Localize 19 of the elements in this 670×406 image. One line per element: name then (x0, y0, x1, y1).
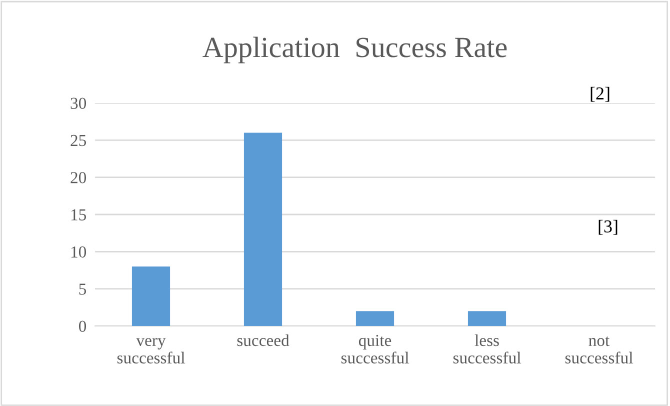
x-tick-label: very successful (117, 338, 185, 364)
bar (132, 266, 170, 326)
bar (468, 311, 506, 326)
y-tick-label: 15 (71, 209, 86, 220)
y-tick-label: 30 (70, 98, 86, 109)
x-tick-label: succeed (237, 334, 290, 346)
bar (356, 311, 394, 326)
y-tick-label: 10 (71, 246, 86, 258)
x-tick-label: less successful (453, 334, 521, 364)
text: [2] (590, 86, 610, 102)
x-tick-label: quite successful (341, 334, 409, 364)
annotation: [3] (598, 220, 618, 235)
bar (244, 132, 282, 326)
y-tick-label: 25 (70, 134, 86, 146)
x-tick-label: not successful (565, 336, 633, 364)
chart-title: Application Success Rate (202, 36, 507, 64)
y-tick-label: 20 (70, 172, 86, 184)
y-tick-label: 0 (78, 320, 86, 332)
y-tick-label: 5 (79, 284, 86, 295)
